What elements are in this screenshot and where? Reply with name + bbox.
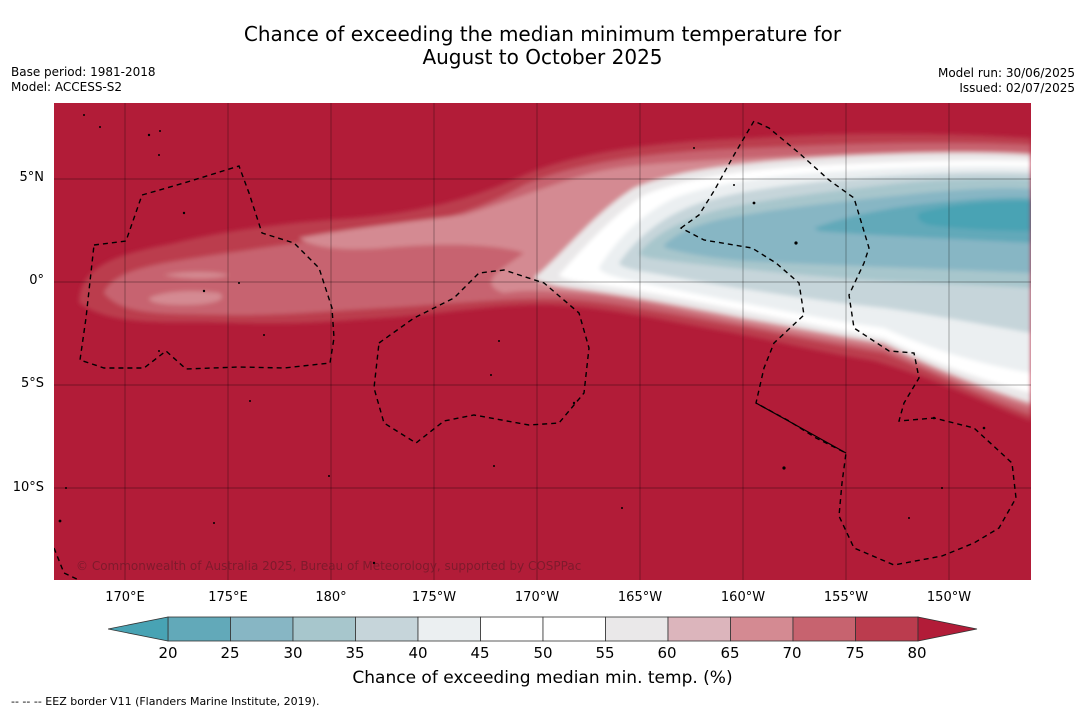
colorbar-segment <box>480 616 544 642</box>
colorbar <box>108 616 978 642</box>
colorbar-segment <box>605 616 669 642</box>
model-name: Model: ACCESS-S2 <box>11 80 123 94</box>
colorbar-segment <box>792 616 856 642</box>
meta-right: Model run: 30/06/2025 Issued: 02/07/2025 <box>938 66 1075 96</box>
lon-label-175w: 175°W <box>411 590 457 605</box>
colorbar-segment <box>667 616 731 642</box>
colorbar-tick-50: 50 <box>533 644 553 662</box>
lon-label-180: 180° <box>315 590 347 605</box>
colorbar-tick-40: 40 <box>408 644 428 662</box>
lon-label-175e: 175°E <box>208 590 248 605</box>
eez-kiribati-line-islands <box>679 120 1017 566</box>
lon-label-155w: 155°W <box>823 590 869 605</box>
islands <box>58 114 986 565</box>
colorbar-segment <box>355 616 419 642</box>
colorbar-tick-55: 55 <box>595 644 615 662</box>
lat-label-0: 0° <box>29 273 44 288</box>
colorbar-segment <box>230 616 294 642</box>
colorbar-segment <box>417 616 481 642</box>
copyright-notice: © Commonwealth of Australia 2025, Bureau… <box>76 559 581 573</box>
colorbar-segment <box>730 616 794 642</box>
eez-footnote: -- -- -- EEZ border V11 (Flanders Marine… <box>11 695 320 708</box>
lat-label-5s: 5°S <box>20 376 44 391</box>
lon-label-150w: 150°W <box>926 590 972 605</box>
map-canvas: © Commonwealth of Australia 2025, Bureau… <box>54 103 1031 580</box>
forecast-map: © Commonwealth of Australia 2025, Bureau… <box>54 103 1031 580</box>
probability-contours <box>79 133 1031 421</box>
chart-title-line-2: August to October 2025 <box>422 45 663 69</box>
lat-label-5n: 5°N <box>19 170 45 185</box>
lon-label-170w: 170°W <box>514 590 560 605</box>
colorbar-tick-60: 60 <box>657 644 677 662</box>
colorbar-tick-35: 35 <box>345 644 365 662</box>
colorbar-tick-45: 45 <box>470 644 490 662</box>
colorbar-high-arrow <box>917 616 978 642</box>
colorbar-segments <box>167 616 919 642</box>
lon-label-160w: 160°W <box>720 590 766 605</box>
colorbar-tick-25: 25 <box>220 644 240 662</box>
colorbar-tick-70: 70 <box>782 644 802 662</box>
colorbar-low-arrow <box>108 616 169 642</box>
lon-label-165w: 165°W <box>617 590 663 605</box>
colorbar-tick-20: 20 <box>158 644 178 662</box>
model-run: Model run: 30/06/2025 <box>937 66 1075 80</box>
eez-samoa-edge <box>54 547 80 580</box>
lat-label-10s: 10°S <box>12 480 44 495</box>
colorbar-tick-80: 80 <box>907 644 927 662</box>
eez-borders <box>54 120 1017 580</box>
colorbar-tick-65: 65 <box>720 644 740 662</box>
eez-segment <box>755 402 847 454</box>
eez-tokelau <box>373 269 590 444</box>
colorbar-segment <box>855 616 919 642</box>
colorbar-label: Chance of exceeding median min. temp. (%… <box>352 668 733 688</box>
colorbar-segment <box>542 616 606 642</box>
lon-label-170e: 170°E <box>105 590 145 605</box>
chart-title-line-1: Chance of exceeding the median minimum t… <box>243 22 842 46</box>
issued-date: Issued: 02/07/2025 <box>959 81 1075 95</box>
colorbar-segment <box>167 616 231 642</box>
colorbar-tick-30: 30 <box>283 644 303 662</box>
colorbar-segment <box>292 616 356 642</box>
graticule <box>54 103 1031 580</box>
meta-left: Base period: 1981-2018 Model: ACCESS-S2 <box>11 65 156 95</box>
base-period: Base period: 1981-2018 <box>11 65 156 79</box>
colorbar-tick-75: 75 <box>845 644 865 662</box>
